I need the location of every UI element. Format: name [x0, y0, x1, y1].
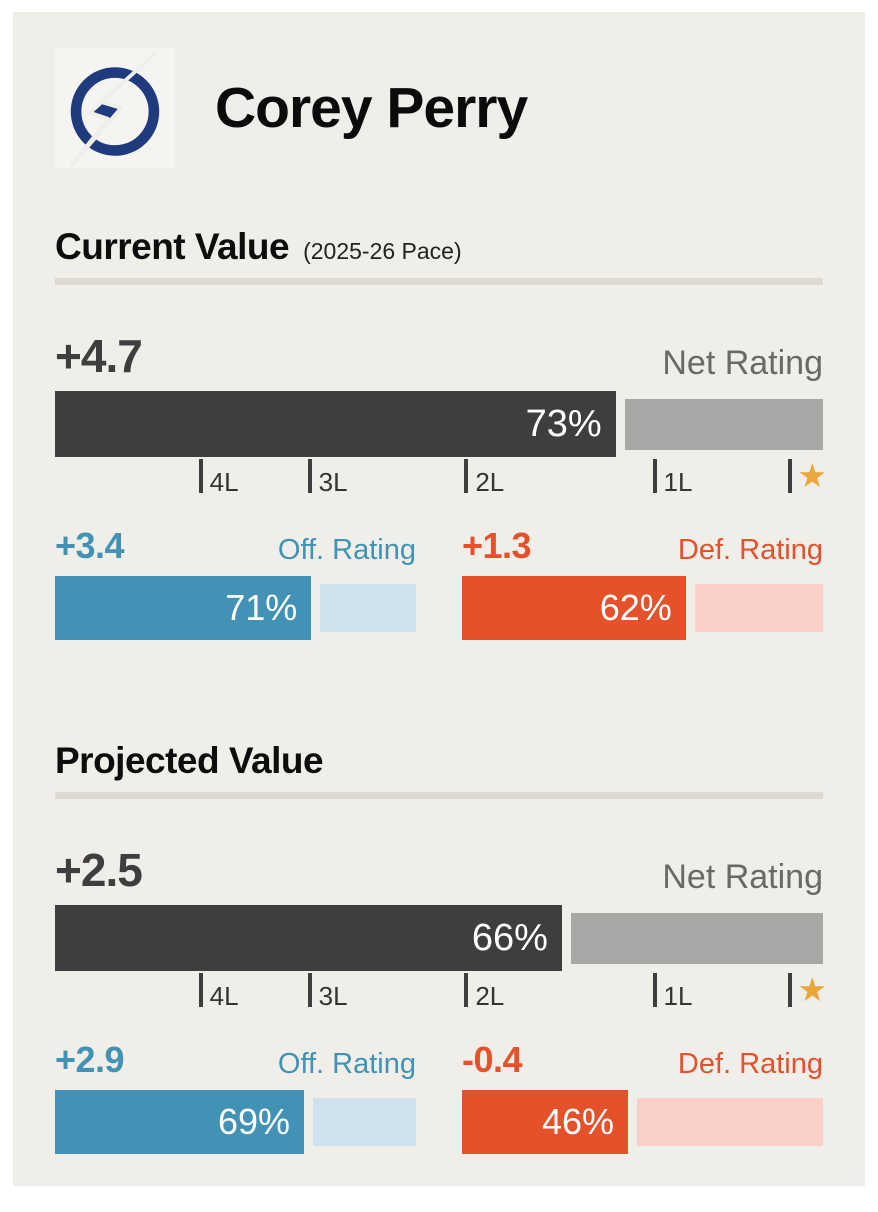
tick-line [198, 973, 203, 1007]
def-rating-bar-remainder [694, 584, 823, 632]
tick-line [652, 973, 657, 1007]
axis-tick-1l: 1L [652, 973, 693, 1012]
net-rating-percentile: 66% [471, 916, 548, 959]
off-rating-bar: 69% [55, 1090, 416, 1154]
def-rating-block: -0.4 Def. Rating 46% [462, 1039, 823, 1154]
player-card: Corey Perry Current Value (2025-26 Pace)… [13, 12, 865, 1186]
star-icon: ★ [797, 457, 828, 494]
off-rating-header: +2.9 Off. Rating [55, 1039, 416, 1081]
tick-line [464, 973, 469, 1007]
def-rating-value: +1.3 [462, 525, 532, 566]
def-rating-percentile: 46% [541, 1101, 615, 1142]
net-rating-header: +2.5 Net Rating [55, 843, 823, 897]
star-icon: ★ [797, 971, 828, 1008]
axis-tick-elite: ★ [788, 973, 827, 1007]
def-rating-bar-fill: 46% [462, 1090, 629, 1154]
net-rating-bar-remainder [570, 912, 823, 964]
off-rating-label: Off. Rating [277, 534, 416, 566]
off-def-row: +2.9 Off. Rating 69% -0.4 Def. Rating [55, 1039, 823, 1154]
card-header: Corey Perry [55, 12, 823, 168]
net-rating-bar-fill: 73% [55, 391, 616, 457]
off-rating-label: Off. Rating [277, 1048, 416, 1080]
def-rating-label: Def. Rating [677, 1048, 823, 1080]
off-rating-bar: 71% [55, 576, 416, 640]
tick-line [464, 459, 469, 493]
section-title: Current Value [55, 226, 290, 267]
net-rating-value: +4.7 [55, 330, 143, 382]
off-rating-value: +2.9 [55, 1039, 125, 1080]
axis-tick-1l: 1L [652, 459, 693, 498]
net-rating-bar: 73% [55, 391, 823, 457]
off-rating-bar-remainder [320, 584, 416, 632]
axis-tick-3l: 3L [307, 973, 348, 1012]
section-current-value: Current Value (2025-26 Pace) +4.7 Net Ra… [55, 226, 827, 640]
net-rating-bar-fill: 66% [55, 905, 562, 971]
tick-label: 2L [475, 981, 505, 1011]
section-heading: Current Value (2025-26 Pace) [55, 226, 823, 268]
off-rating-bar-remainder [313, 1098, 416, 1146]
def-rating-header: -0.4 Def. Rating [462, 1039, 823, 1081]
off-rating-value: +3.4 [55, 525, 125, 566]
tick-label: 2L [475, 467, 505, 497]
section-title: Projected Value [55, 740, 324, 781]
tick-label: 3L [318, 467, 348, 497]
def-rating-header: +1.3 Def. Rating [462, 525, 823, 567]
net-rating-bar-remainder [624, 398, 823, 450]
def-rating-label: Def. Rating [677, 534, 823, 566]
net-rating-bar: 66% [55, 905, 823, 971]
net-rating-label: Net Rating [662, 858, 823, 896]
off-rating-block: +2.9 Off. Rating 69% [55, 1039, 416, 1154]
tick-line [307, 973, 312, 1007]
section-projected-value: Projected Value +2.5 Net Rating 66% 4L 3L… [55, 740, 827, 1154]
net-rating-percentile: 73% [525, 402, 602, 445]
axis-tick-3l: 3L [307, 459, 348, 498]
off-rating-bar-fill: 71% [55, 576, 312, 640]
def-rating-bar: 62% [462, 576, 823, 640]
def-rating-bar-remainder [637, 1098, 823, 1146]
def-rating-bar-fill: 62% [462, 576, 686, 640]
tick-label: 1L [663, 981, 693, 1011]
axis-tick-2l: 2L [464, 459, 504, 498]
off-rating-percentile: 71% [225, 587, 298, 628]
tick-line [198, 459, 203, 493]
player-name: Corey Perry [215, 76, 528, 140]
def-rating-bar: 46% [462, 1090, 823, 1154]
axis-tick-2l: 2L [464, 973, 504, 1012]
axis-tick-elite: ★ [788, 459, 827, 493]
off-rating-header: +3.4 Off. Rating [55, 525, 416, 567]
section-subtitle: (2025-26 Pace) [303, 238, 462, 264]
off-def-row: +3.4 Off. Rating 71% +1.3 Def. Rating [55, 525, 823, 640]
net-rating-label: Net Rating [662, 344, 823, 382]
def-rating-percentile: 62% [599, 587, 672, 628]
tick-label: 4L [209, 467, 239, 497]
line-tier-axis: 4L 3L 2L 1L ★ [55, 971, 827, 1012]
net-rating-value: +2.5 [55, 844, 143, 896]
tick-line [788, 973, 793, 1007]
section-heading: Projected Value [55, 740, 823, 782]
off-rating-block: +3.4 Off. Rating 71% [55, 525, 416, 640]
tick-label: 3L [318, 981, 348, 1011]
def-rating-block: +1.3 Def. Rating 62% [462, 525, 823, 640]
tick-label: 4L [209, 981, 239, 1011]
tick-label: 1L [663, 467, 693, 497]
axis-tick-4l: 4L [198, 459, 239, 498]
tick-line [307, 459, 312, 493]
team-logo [55, 48, 175, 168]
tick-line [652, 459, 657, 493]
section-divider [55, 792, 823, 799]
net-rating-header: +4.7 Net Rating [55, 329, 823, 383]
off-rating-bar-fill: 69% [55, 1090, 305, 1154]
axis-tick-4l: 4L [198, 973, 239, 1012]
off-rating-percentile: 69% [218, 1101, 291, 1142]
section-divider [55, 278, 823, 285]
def-rating-value: -0.4 [462, 1039, 523, 1080]
tick-line [788, 459, 793, 493]
line-tier-axis: 4L 3L 2L 1L ★ [55, 457, 827, 498]
lightning-bolt-icon [69, 51, 160, 168]
